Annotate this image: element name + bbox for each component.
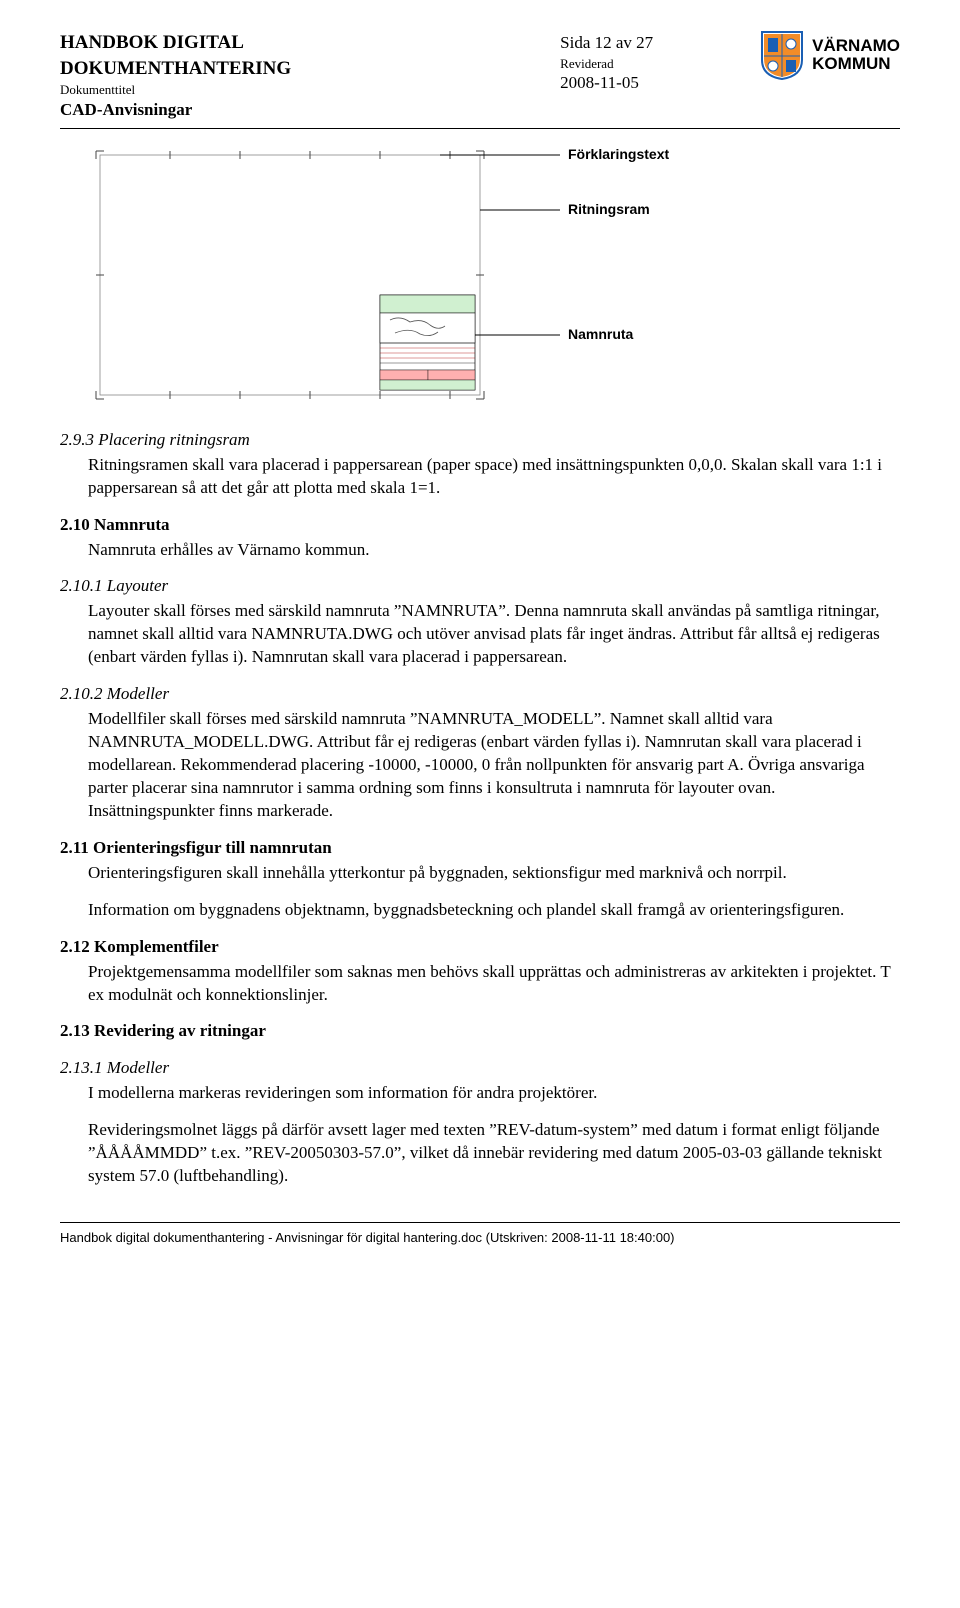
section-2-11: 2.11 Orienteringsfigur till namnrutan Or… — [60, 837, 900, 922]
heading-2-13: 2.13 Revidering av ritningar — [60, 1020, 900, 1043]
header-revlabel: Reviderad — [560, 55, 760, 73]
footer-text: Handbok digital dokumenthantering - Anvi… — [60, 1230, 675, 1245]
header-date: 2008-11-05 — [560, 72, 760, 95]
para-2-11-1: Orienteringsfiguren skall innehålla ytte… — [88, 862, 900, 885]
diagram-label-namnruta: Namnruta — [568, 326, 634, 342]
para-2-13-1-b: Revideringsmolnet läggs på därför avsett… — [88, 1119, 900, 1188]
section-2-12: 2.12 Komplementfiler Projektgemensamma m… — [60, 936, 900, 1007]
page-header: HANDBOK DIGITAL DOKUMENTHANTERING Dokume… — [60, 30, 900, 122]
header-title-line1: HANDBOK DIGITAL — [60, 30, 560, 56]
para-2-10-1: Layouter skall förses med särskild namnr… — [88, 600, 900, 669]
heading-2-11: 2.11 Orienteringsfigur till namnrutan — [60, 837, 900, 860]
section-2-13: 2.13 Revidering av ritningar — [60, 1020, 900, 1043]
heading-2-12: 2.12 Komplementfiler — [60, 936, 900, 959]
drawing-frame-svg: Förklaringstext Ritningsram Namnruta — [90, 145, 710, 405]
shield-logo-icon — [760, 30, 804, 80]
diagram-label-ritningsram: Ritningsram — [568, 201, 650, 217]
section-2-13-1: 2.13.1 Modeller I modellerna markeras re… — [60, 1057, 900, 1188]
heading-2-9-3: 2.9.3 Placering ritningsram — [60, 429, 900, 452]
section-2-10-2: 2.10.2 Modeller Modellfiler skall förses… — [60, 683, 900, 823]
para-2-11-2: Information om byggnadens objektnamn, by… — [88, 899, 900, 922]
header-divider — [60, 128, 900, 129]
header-page: Sida 12 av 27 — [560, 32, 760, 55]
section-2-9-3: 2.9.3 Placering ritningsram Ritningsrame… — [60, 429, 900, 500]
section-2-10: 2.10 Namnruta Namnruta erhålles av Värna… — [60, 514, 900, 562]
heading-2-10-1: 2.10.1 Layouter — [60, 575, 900, 598]
header-doclabel: Dokumenttitel — [60, 81, 560, 99]
section-2-10-1: 2.10.1 Layouter Layouter skall förses me… — [60, 575, 900, 669]
drawing-diagram: Förklaringstext Ritningsram Namnruta — [90, 145, 900, 405]
header-title-line2: DOKUMENTHANTERING — [60, 56, 560, 82]
heading-2-10: 2.10 Namnruta — [60, 514, 900, 537]
para-2-10-2: Modellfiler skall förses med särskild na… — [88, 708, 900, 823]
logo-text-line1: VÄRNAMO — [812, 37, 900, 55]
header-right: VÄRNAMO KOMMUN — [760, 30, 900, 80]
heading-2-13-1: 2.13.1 Modeller — [60, 1057, 900, 1080]
para-2-10: Namnruta erhålles av Värnamo kommun. — [88, 539, 900, 562]
logo-text: VÄRNAMO KOMMUN — [812, 37, 900, 73]
para-2-9-3: Ritningsramen skall vara placerad i papp… — [88, 454, 900, 500]
header-mid: Sida 12 av 27 Reviderad 2008-11-05 — [560, 30, 760, 95]
logo-text-line2: KOMMUN — [812, 55, 900, 73]
diagram-label-forklaring: Förklaringstext — [568, 146, 669, 162]
header-left: HANDBOK DIGITAL DOKUMENTHANTERING Dokume… — [60, 30, 560, 122]
page-footer: Handbok digital dokumenthantering - Anvi… — [60, 1222, 900, 1247]
para-2-13-1-a: I modellerna markeras revideringen som i… — [88, 1082, 900, 1105]
heading-2-10-2: 2.10.2 Modeller — [60, 683, 900, 706]
para-2-12: Projektgemensamma modellfiler som saknas… — [88, 961, 900, 1007]
header-subtitle: CAD-Anvisningar — [60, 99, 560, 122]
